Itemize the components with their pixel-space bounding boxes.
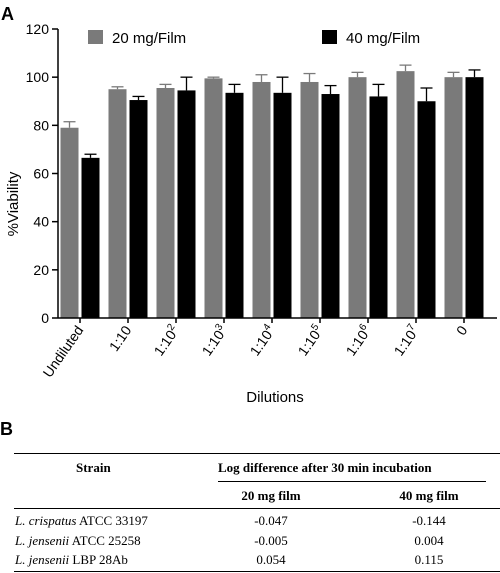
x-tick-label-exponent-7: 6	[357, 322, 369, 333]
bar-series	[60, 64, 484, 319]
header-log-difference: Log difference after 30 min incubation	[218, 460, 432, 475]
bar-s2-c1	[81, 157, 100, 318]
x-tick-label-exponent-8: 7	[405, 322, 417, 333]
row-1-40mg: -0.144	[412, 513, 446, 528]
error-bar-s2-c7	[372, 83, 385, 97]
table-top-rule	[14, 453, 500, 454]
bar-s1-c5	[252, 81, 271, 318]
row-3-strain: L. jensenii LBP 28Ab	[15, 552, 128, 568]
error-bar-s1-c6	[303, 72, 316, 82]
x-tick-label-4: 1:103	[198, 322, 231, 359]
error-bar-s2-c4	[228, 83, 241, 93]
bar-s2-c5	[273, 92, 292, 318]
y-tick-label-120: 120	[26, 21, 50, 37]
y-tick-label-40: 40	[33, 214, 49, 230]
row-3-40mg: 0.115	[414, 552, 444, 567]
row-3-20mg: 0.054	[256, 552, 286, 567]
x-axis: Undiluted 1:10 1:102 1:103 1:104 1:105 1:106 1:…	[39, 317, 497, 381]
row-3-species: L. jensenii	[15, 552, 70, 567]
bar-s1-c9	[444, 77, 463, 319]
bar-s2-c7	[369, 96, 388, 318]
error-bar-s1-c7	[351, 71, 364, 78]
log-difference-table: B Strain Log difference after 30 min inc…	[0, 415, 500, 573]
header-strain: Strain	[76, 460, 111, 475]
table-header-rule	[14, 508, 500, 509]
error-bar-s1-c3	[159, 83, 172, 89]
error-bar-s2-c6	[324, 84, 337, 95]
bar-s1-c1	[60, 127, 79, 318]
bar-s2-c2	[129, 100, 148, 318]
x-tick-label-5: 1:104	[246, 322, 279, 359]
table-bottom-rule	[14, 571, 500, 572]
bar-s2-c4	[225, 92, 244, 318]
x-tick-label-9: 0	[453, 322, 471, 338]
y-tick-label-60: 60	[33, 166, 49, 182]
bar-s2-c9	[465, 77, 484, 319]
row-1-20mg: -0.047	[254, 513, 288, 528]
bar-s1-c7	[348, 77, 367, 319]
row-2-20mg: -0.005	[254, 533, 288, 548]
legend-swatch-2	[322, 30, 337, 44]
y-axis: 0 20 40 60 80 100 120	[26, 21, 59, 326]
x-tick-label-6: 1:105	[294, 322, 327, 359]
bar-s1-c6	[300, 81, 319, 318]
bar-s2-c3	[177, 90, 196, 318]
y-tick-label-20: 20	[33, 262, 49, 278]
bar-s2-c8	[417, 101, 436, 318]
error-bar-s1-c1	[63, 121, 76, 128]
legend-label-1: 20 mg/Film	[112, 30, 186, 47]
legend-label-2: 40 mg/Film	[346, 30, 420, 47]
header-20mg: 20 mg film	[241, 488, 301, 503]
panel-b-label: B	[0, 419, 13, 439]
bar-s1-c8	[396, 71, 415, 318]
error-bar-s1-c9	[447, 71, 460, 78]
y-tick-label-100: 100	[26, 69, 50, 85]
x-tick-label-7: 1:106	[342, 322, 375, 359]
error-bar-s2-c5	[276, 76, 289, 93]
error-bar-s2-c9	[468, 69, 481, 78]
y-tick-label-0: 0	[41, 310, 49, 326]
x-tick-label-3: 1:102	[150, 322, 183, 359]
legend-swatch-1	[88, 30, 103, 44]
error-bar-s2-c2	[132, 95, 145, 101]
row-2-strain: L. jensenii ATCC 25258	[15, 533, 141, 549]
bar-s1-c2	[108, 89, 127, 318]
row-2-40mg: 0.004	[414, 533, 444, 548]
row-1-species: L. crispatus	[15, 513, 77, 528]
panel-a-label: A	[1, 4, 14, 24]
row-2-species: L. jensenii	[15, 533, 70, 548]
x-tick-label-exponent-5: 4	[261, 322, 273, 333]
x-axis-label: Dilutions	[246, 389, 304, 406]
error-bar-s2-c3	[180, 76, 193, 91]
bar-s1-c4	[204, 78, 223, 318]
row-1-strain: L. crispatus ATCC 33197	[15, 513, 148, 529]
row-2-strain-id: ATCC 25258	[69, 533, 141, 548]
bar-s1-c3	[156, 88, 175, 318]
error-bar-s1-c8	[399, 64, 412, 72]
x-tick-label-exponent-6: 5	[309, 322, 321, 333]
error-bar-s2-c8	[420, 87, 433, 102]
error-bar-s1-c5	[255, 74, 268, 82]
chart-legend: 20 mg/Film 40 mg/Film	[88, 30, 420, 47]
x-tick-label-8: 1:107	[390, 322, 423, 359]
error-bar-s2-c1	[84, 153, 97, 158]
bar-s2-c6	[321, 94, 340, 319]
y-tick-label-80: 80	[33, 117, 49, 133]
header-40mg: 40 mg film	[399, 488, 459, 503]
error-bar-s1-c4	[207, 76, 220, 79]
y-axis-label: %Viability	[5, 171, 22, 236]
x-tick-label-1: Undiluted	[39, 323, 86, 381]
error-bar-s1-c2	[111, 86, 124, 90]
x-tick-label-2: 1:10	[106, 322, 135, 354]
row-3-strain-id: LBP 28Ab	[69, 552, 128, 567]
x-tick-label-exponent-4: 3	[213, 322, 225, 333]
row-1-strain-id: ATCC 33197	[76, 513, 148, 528]
x-tick-label-exponent-3: 2	[165, 322, 177, 333]
table-group-rule	[218, 481, 486, 482]
